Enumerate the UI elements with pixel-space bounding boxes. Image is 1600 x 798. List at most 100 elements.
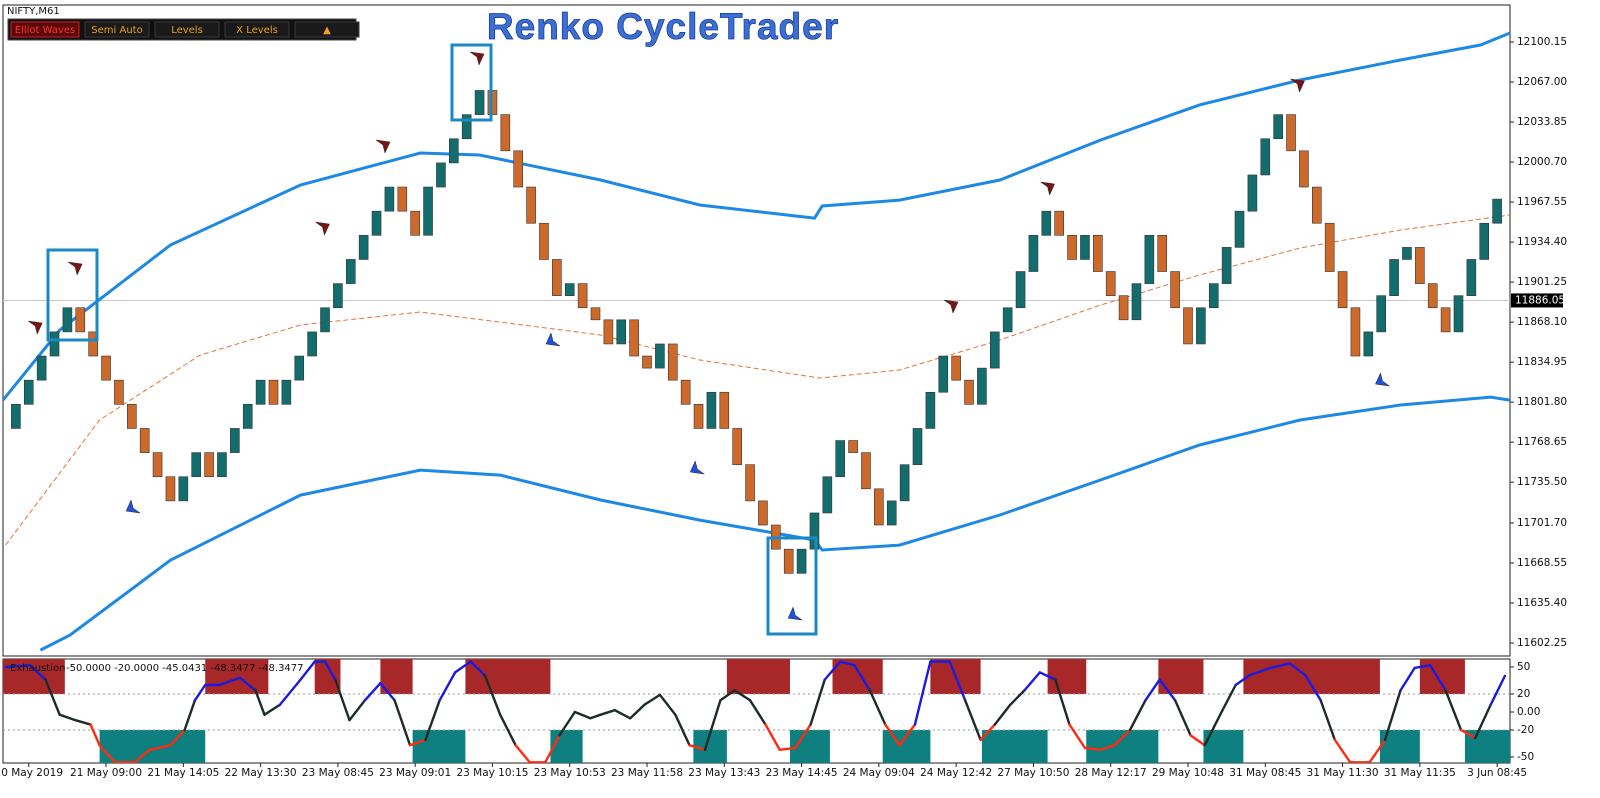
oscillator-segment: [393, 699, 412, 747]
renko-brick: [1183, 307, 1193, 345]
renko-brick: [384, 186, 395, 212]
zone: [726, 659, 790, 694]
toolbar-button[interactable]: [224, 21, 290, 38]
renko-brick: [191, 452, 202, 478]
x-tick-label: 31 May 08:45: [1229, 767, 1301, 779]
main-plot: [3, 31, 1510, 652]
renko-brick: [642, 355, 652, 369]
y-tick-label: -50: [1517, 751, 1534, 763]
signal-arrow: [943, 299, 959, 314]
oscillator-segment: [1128, 699, 1147, 732]
renko-brick: [1350, 307, 1361, 357]
x-tick-label: 22 May 13:30: [225, 767, 297, 779]
oscillator-segment: [1399, 666, 1416, 692]
oscillator-segment: [688, 744, 707, 751]
renko-brick: [204, 452, 214, 478]
signal-arrow: [787, 606, 803, 621]
toolbar-button[interactable]: [84, 21, 150, 38]
y-tick-label: 0.00: [1517, 706, 1540, 718]
oscillator-segment: [1083, 746, 1102, 751]
y-tick-label: 11834.95: [1517, 356, 1567, 368]
renko-brick: [320, 307, 330, 333]
renko-brick: [590, 307, 601, 321]
oscillator-segment: [1444, 689, 1463, 732]
y-tick-label: 11635.40: [1517, 597, 1567, 609]
oscillator-segment: [898, 723, 917, 747]
y-tick-label: 12033.85: [1517, 116, 1567, 128]
renko-brick: [255, 379, 266, 405]
oscillator-segment: [28, 664, 47, 681]
renko-brick: [732, 428, 742, 465]
oscillator-segment: [238, 676, 257, 692]
renko-brick: [474, 90, 485, 115]
y-tick-label: 12000.70: [1517, 156, 1567, 168]
signal-arrow: [125, 499, 141, 514]
renko-brick: [23, 379, 34, 405]
renko-brick: [1105, 271, 1116, 296]
toolbar-button-label[interactable]: Elliot Waves: [15, 25, 76, 36]
oscillator-segment: [733, 689, 752, 702]
renko-brick: [835, 440, 846, 478]
oscillator-segment: [853, 664, 872, 692]
oscillator-segment: [4, 664, 32, 669]
renko-brick: [500, 114, 511, 152]
renko-brick: [436, 162, 446, 188]
zone: [981, 729, 1048, 763]
renko-brick: [861, 452, 871, 490]
oscillator-segment: [764, 723, 781, 751]
oscillator-segment: [183, 699, 197, 732]
last-price-box: [1511, 293, 1563, 308]
y-tick-label: 11768.65: [1517, 436, 1567, 448]
toolbar-button-label[interactable]: Levels: [171, 25, 203, 36]
x-tick-label: 21 May 14:05: [147, 767, 219, 779]
signal-arrow: [689, 460, 705, 475]
renko-brick: [139, 428, 150, 453]
zone: [412, 729, 466, 763]
x-tick-label: 28 May 12:17: [1075, 767, 1147, 779]
toolbar-button-label[interactable]: X Levels: [236, 25, 278, 36]
oscillator-segment: [89, 723, 101, 747]
y-tick-label: -20: [1517, 724, 1534, 736]
oscillator-segment: [1203, 713, 1222, 747]
oscillator-segment: [868, 689, 887, 726]
x-tick-label: 24 May 09:04: [843, 767, 915, 779]
oscillator-segment: [254, 689, 266, 716]
oscillator-segment: [1054, 678, 1071, 726]
renko-brick: [1363, 331, 1374, 357]
toolbar-button[interactable]: [154, 21, 220, 38]
renko-brick: [539, 222, 549, 260]
toolbar-button[interactable]: [10, 21, 80, 38]
renko-brick: [1376, 295, 1386, 333]
oscillator-segment: [884, 723, 901, 747]
renko-brick: [1054, 210, 1064, 236]
x-tick-label: 23 May 10:15: [456, 767, 528, 779]
renko-brick: [1402, 247, 1412, 260]
renko-brick: [1273, 114, 1283, 140]
zone: [205, 659, 269, 694]
oscillator-segment: [44, 678, 61, 716]
oscillator-segment: [1099, 744, 1116, 751]
oscillator-segment: [133, 748, 152, 763]
toolbar-button-label[interactable]: Semi Auto: [91, 25, 142, 36]
oscillator-plot: [3, 660, 1510, 763]
zone: [99, 729, 206, 763]
y-tick-label: 11735.50: [1517, 476, 1567, 488]
oscillator-segment: [993, 703, 1012, 726]
signal-arrow: [28, 320, 43, 335]
oscillator-segment: [438, 671, 457, 702]
toolbar-buttons: Elliot Waves Semi Auto Levels X Levels ▲: [10, 21, 360, 38]
main-frame: [2, 4, 1511, 657]
signal-arrow: [1375, 372, 1390, 387]
x-tick-label: 29 May 10:48: [1152, 767, 1224, 779]
renko-brick: [1453, 295, 1464, 333]
oscillator-segment: [1333, 738, 1352, 763]
toolbar-button-label[interactable]: ▲: [323, 25, 331, 36]
renko-brick: [49, 331, 60, 357]
oscillator-segment: [558, 710, 577, 737]
oscillator-segment: [483, 673, 502, 716]
signal-arrow: [469, 51, 485, 66]
toolbar-button[interactable]: [294, 21, 360, 38]
y-tick-label: 20: [1517, 688, 1530, 700]
renko-brick: [1170, 271, 1180, 309]
y-tick-label: 50: [1517, 661, 1530, 673]
